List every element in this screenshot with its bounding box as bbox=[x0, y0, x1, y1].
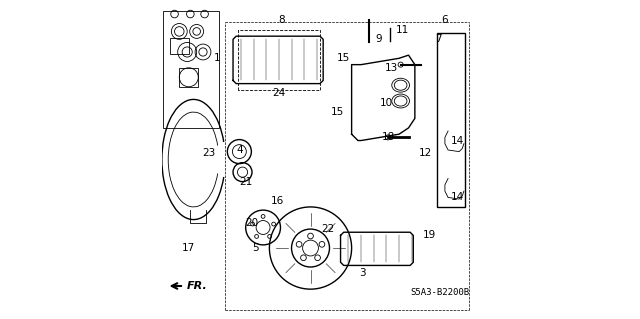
Text: 6: 6 bbox=[442, 15, 448, 26]
Text: 13: 13 bbox=[385, 63, 398, 73]
Text: 17: 17 bbox=[182, 243, 195, 253]
Text: FR.: FR. bbox=[187, 281, 208, 291]
Bar bbox=[179, 68, 198, 87]
Text: 5: 5 bbox=[252, 243, 259, 253]
Text: 12: 12 bbox=[419, 148, 433, 158]
Text: 9: 9 bbox=[375, 34, 382, 44]
Bar bbox=[163, 11, 219, 128]
Text: 16: 16 bbox=[271, 196, 284, 206]
Bar bbox=[170, 38, 189, 54]
Text: 24: 24 bbox=[272, 88, 285, 98]
Text: 21: 21 bbox=[239, 177, 252, 187]
Text: 3: 3 bbox=[360, 268, 366, 278]
Text: 20: 20 bbox=[246, 218, 259, 228]
Text: 14: 14 bbox=[451, 192, 464, 203]
Text: 11: 11 bbox=[396, 25, 409, 35]
Bar bbox=[437, 33, 465, 207]
Text: 1: 1 bbox=[214, 53, 221, 63]
Text: 19: 19 bbox=[422, 230, 436, 241]
Text: 8: 8 bbox=[279, 15, 285, 26]
Text: 18: 18 bbox=[381, 132, 395, 142]
Text: 4: 4 bbox=[236, 145, 243, 155]
Text: 23: 23 bbox=[203, 148, 216, 158]
Text: 22: 22 bbox=[321, 224, 335, 234]
Text: 15: 15 bbox=[337, 53, 350, 63]
Text: 10: 10 bbox=[380, 98, 393, 108]
Text: 14: 14 bbox=[451, 136, 464, 145]
Text: 15: 15 bbox=[331, 107, 344, 117]
Text: 7: 7 bbox=[435, 34, 442, 44]
Text: S5A3-B2200B: S5A3-B2200B bbox=[411, 288, 470, 297]
